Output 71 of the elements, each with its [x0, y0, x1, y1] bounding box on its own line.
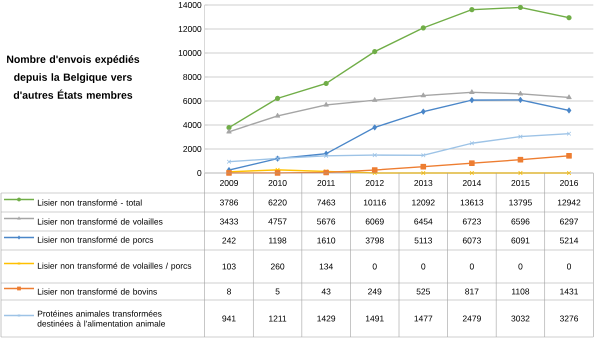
data-label: 2479 [462, 316, 481, 322]
y-tick-label: 0 [197, 170, 202, 176]
legend-label: Lisier non transformé de volailles [38, 218, 163, 225]
legend-label: Lisier non transformé de porcs [38, 236, 154, 244]
y-tick-label: 12000 [178, 26, 202, 32]
data-label: 941 [222, 316, 236, 322]
x-tick-label: 2012 [366, 180, 384, 186]
data-label: 8 [227, 288, 231, 294]
x-tick-label: 2011 [317, 180, 335, 186]
data-label: 103 [222, 264, 236, 270]
data-label: 134 [320, 264, 333, 270]
data-label: 0 [372, 264, 377, 270]
x-tick-label: 2014 [462, 180, 482, 186]
y-tick-label: 14000 [178, 2, 202, 8]
data-label: 7463 [317, 200, 336, 206]
data-label: 13795 [509, 200, 532, 206]
data-label: 1610 [317, 238, 336, 244]
data-label: 0 [421, 264, 426, 270]
data-label: 6454 [414, 218, 432, 224]
legend-label: Protéines animales transformées destinées à l'alimentation animale [38, 310, 166, 327]
data-label: 6220 [268, 200, 287, 206]
data-label: 525 [416, 288, 430, 294]
data-label: 3276 [560, 316, 578, 322]
x-tick-label: 2013 [414, 180, 432, 186]
y-tick-label: 2000 [183, 146, 202, 152]
data-label: 3433 [220, 218, 238, 224]
data-label: 0 [470, 264, 474, 270]
data-label: 1431 [560, 288, 578, 294]
y-tick-label: 4000 [183, 122, 202, 128]
y-tick-label: 10000 [178, 50, 202, 56]
data-label: 5113 [414, 238, 432, 244]
data-label: 3032 [511, 316, 530, 322]
data-label: 3798 [366, 238, 384, 244]
data-label: 6091 [511, 238, 530, 244]
data-label: 4757 [268, 218, 287, 224]
data-label: 0 [566, 264, 572, 270]
data-label: 6596 [511, 218, 530, 224]
data-label: 6069 [366, 218, 384, 224]
data-label: 5214 [560, 238, 578, 244]
legend-label: Lisier non transformé de volailles / porcs [38, 262, 192, 270]
data-label: 10116 [364, 200, 386, 206]
data-label: 0 [518, 264, 522, 270]
x-tick-label: 2016 [560, 180, 578, 186]
y-tick-label: 8000 [183, 74, 202, 80]
data-label: 3786 [220, 200, 238, 206]
data-label: 6073 [462, 238, 481, 244]
x-tick-label: 2015 [511, 180, 530, 186]
data-label: 1477 [414, 316, 432, 322]
data-label: 1198 [269, 238, 286, 244]
data-label: 1491 [366, 316, 384, 322]
data-label: 5676 [317, 218, 336, 224]
data-label: 260 [270, 264, 284, 270]
data-label: 249 [368, 288, 382, 294]
data-label: 1429 [317, 316, 336, 322]
data-label: 12942 [558, 200, 580, 206]
data-label: 817 [465, 288, 478, 294]
data-label: 1108 [512, 288, 530, 294]
data-label: 6723 [462, 218, 481, 224]
y-tick-label: 6000 [183, 98, 202, 104]
data-label: 1211 [269, 316, 286, 322]
data-label: 6297 [560, 218, 578, 224]
legend-label: Lisier non transformé de bovins [38, 288, 157, 295]
x-tick-label: 2009 [220, 180, 238, 186]
data-label: 5 [276, 288, 280, 294]
legend-label: Lisier non transformé - total [38, 199, 142, 206]
data-label: 43 [322, 288, 330, 294]
text: Nombre d'envois expédiés depuis la Belgique vers d'autres États membres [7, 55, 140, 99]
data-label: 12092 [412, 200, 435, 206]
data-label: 13613 [460, 200, 484, 206]
x-tick-label: 2010 [268, 180, 287, 186]
data-label: 242 [222, 238, 236, 244]
